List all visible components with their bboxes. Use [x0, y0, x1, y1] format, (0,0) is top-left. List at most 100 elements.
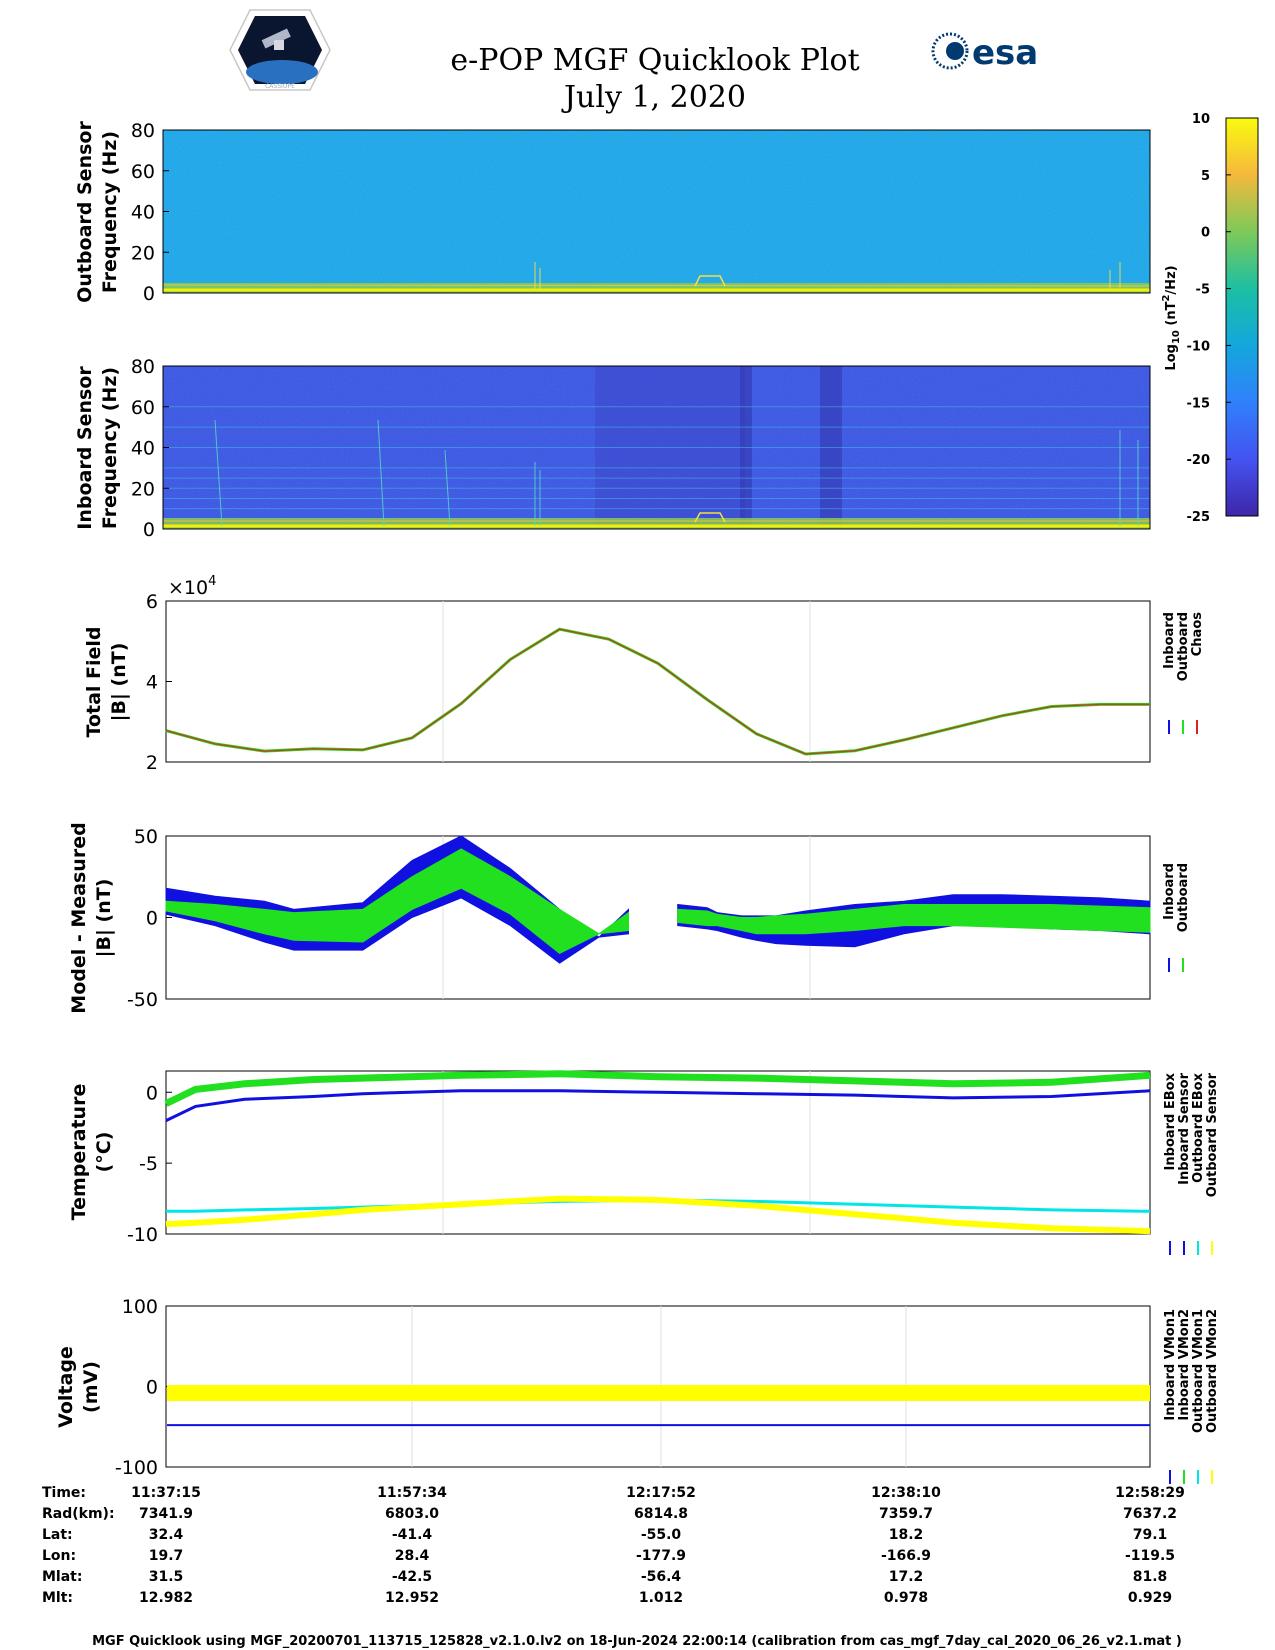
legend-label: Inboard VMon2 — [1177, 1309, 1192, 1421]
orbit-cell: -166.9 — [881, 1548, 931, 1564]
legend-label: Outboard VMon2 — [1205, 1309, 1220, 1433]
orbit-row-label: Lat: — [42, 1527, 73, 1543]
orbit-cell: 0.929 — [1128, 1590, 1172, 1606]
ytick-label: 0 — [143, 283, 155, 305]
outboard-spectrogram-panel: 80 60 40 20 0 Outboard Sensor Frequency (Hz) — [74, 120, 1151, 305]
total-field-panel: 6 4 2 ×104 Total Field |B| (nT) Inboard Out… — [83, 574, 1205, 774]
ytick-label: 40 — [131, 438, 155, 460]
ytick-label: 80 — [131, 120, 155, 142]
voltage-panel: 100 0 -100 Voltage (mV) Inboard VMon1 Inboa… — [55, 1296, 1220, 1484]
inboard-spectrogram-panel: 80 60 40 20 0 Inboard Sensor Frequency (Hz) — [74, 356, 1151, 541]
temperature-ylabel-1: Temperature — [68, 1084, 90, 1221]
orbit-cell: 7359.7 — [879, 1506, 933, 1522]
legend-label: Outboard — [1176, 612, 1191, 681]
orbit-cell: 12:38:10 — [871, 1485, 941, 1501]
orbit-row-label: Mlat: — [42, 1569, 82, 1585]
colorbar-label: Log10 (nT2/Hz) — [1161, 265, 1182, 370]
legend-label: Chaos — [1190, 612, 1205, 656]
ytick-label: 60 — [131, 397, 155, 419]
voltage-ylabel-1: Voltage — [55, 1346, 77, 1428]
orbit-cell: 12.952 — [385, 1590, 439, 1606]
orbit-row-label: Mlt: — [42, 1590, 73, 1606]
orbit-cell: 79.1 — [1133, 1527, 1168, 1543]
ytick-label: 20 — [131, 478, 155, 500]
ytick-label: 80 — [131, 356, 155, 378]
exponent-label: ×104 — [168, 574, 216, 599]
colorbar-tick-label: -5 — [1196, 283, 1210, 298]
colorbar-tick-label: -20 — [1187, 453, 1211, 468]
temp-series-3 — [165, 1195, 1151, 1235]
ytick-label: 0 — [146, 1377, 158, 1399]
orbit-row-label: Time: — [42, 1485, 86, 1501]
orbit-cell: 11:37:15 — [131, 1485, 201, 1501]
series-line-chaos — [165, 628, 1150, 755]
colorbar-gradient — [1225, 117, 1259, 517]
ytick-label: 2 — [146, 752, 158, 774]
ytick-label: 0 — [146, 1082, 158, 1104]
colorbar-tick-label: -25 — [1187, 510, 1211, 525]
total-field-ylabel-2: |B| (nT) — [108, 643, 130, 722]
series-band-outboard — [165, 848, 629, 954]
ytick-label: 0 — [143, 519, 155, 541]
colorbar-tick-label: -15 — [1187, 396, 1211, 411]
orbit-cell: 12.982 — [139, 1590, 193, 1606]
legend-label: Outboard — [1176, 863, 1191, 932]
ytick-label: 100 — [122, 1296, 158, 1318]
ytick-label: 6 — [146, 591, 158, 613]
orbit-cell: 17.2 — [889, 1569, 924, 1585]
esa-logo: esa — [931, 32, 1038, 73]
model-measured-ylabel-2: |B| (nT) — [93, 879, 115, 958]
legend-label: Inboard — [1162, 612, 1177, 669]
orbit-cell: 11:57:34 — [377, 1485, 447, 1501]
model-measured-ylabel-1: Model - Measured — [68, 822, 90, 1013]
colorbar-tick-label: 10 — [1192, 112, 1210, 127]
ytick-label: -5 — [139, 1153, 158, 1175]
orbit-cell: 31.5 — [149, 1569, 184, 1585]
legend-label: Inboard Sensor — [1177, 1072, 1192, 1184]
orbit-cell: 32.4 — [149, 1527, 184, 1543]
colorbar-tick-label: -10 — [1187, 339, 1211, 354]
footer-note: MGF Quicklook using MGF_20200701_113715_… — [92, 1634, 1182, 1649]
legend-label: Outboard Sensor — [1205, 1072, 1220, 1197]
orbit-cell: 81.8 — [1133, 1569, 1168, 1585]
legend-label: Inboard — [1162, 863, 1177, 920]
orbit-cell: 28.4 — [395, 1548, 430, 1564]
logo-left-text: CASSIOPE — [265, 83, 295, 90]
inboard-ylabel-2: Frequency (Hz) — [99, 367, 121, 529]
orbit-table: Time: Rad(km): Lat: Lon: Mlat: Mlt: 11:37:15 73… — [42, 1485, 1185, 1606]
orbit-cell: -41.4 — [392, 1527, 433, 1543]
orbit-cell: 12:58:29 — [1115, 1485, 1185, 1501]
ytick-label: -50 — [127, 989, 158, 1011]
ytick-label: 0 — [146, 908, 158, 930]
ytick-label: 40 — [131, 202, 155, 224]
orbit-cell: 6803.0 — [385, 1506, 439, 1522]
ytick-label: 50 — [134, 826, 158, 848]
ytick-label: 20 — [131, 242, 155, 264]
legend-label: Outboard EBox — [1191, 1072, 1206, 1182]
orbit-row-label: Rad(km): — [42, 1506, 115, 1522]
orbit-cell: -42.5 — [392, 1569, 432, 1585]
ytick-label: 4 — [146, 672, 158, 694]
temp-series-1 — [165, 1089, 1151, 1122]
legend-label: Inboard EBox — [1163, 1072, 1178, 1170]
total-field-ylabel-1: Total Field — [83, 626, 105, 737]
orbit-cell: -177.9 — [636, 1548, 686, 1564]
inboard-ylabel-1: Inboard Sensor — [74, 366, 96, 530]
model-measured-panel: 50 0 -50 Model - Measured |B| (nT) Inboard… — [68, 822, 1191, 1013]
orbit-row-label: Lon: — [42, 1548, 76, 1564]
orbit-cell: 6814.8 — [634, 1506, 688, 1522]
voltage-ylabel-2: (mV) — [80, 1361, 102, 1413]
temp-series-0 — [164, 1070, 1151, 1107]
ytick-label: 60 — [131, 161, 155, 183]
orbit-cell: 12:17:52 — [626, 1485, 696, 1501]
ytick-label: -10 — [127, 1224, 158, 1246]
orbit-cell: 19.7 — [149, 1548, 184, 1564]
orbit-cell: 1.012 — [639, 1590, 683, 1606]
plot-title: e-POP MGF Quicklook Plot — [450, 43, 859, 78]
temperature-panel: 0 -5 -10 Temperature (°C) Inboard EBox Inbo… — [68, 1070, 1220, 1255]
temperature-ylabel-2: (°C) — [93, 1132, 115, 1173]
orbit-cell: 0.978 — [884, 1590, 928, 1606]
orbit-cell: -119.5 — [1125, 1548, 1175, 1564]
plot-date: July 1, 2020 — [561, 80, 746, 115]
colorbar-tick-label: 0 — [1201, 226, 1210, 241]
